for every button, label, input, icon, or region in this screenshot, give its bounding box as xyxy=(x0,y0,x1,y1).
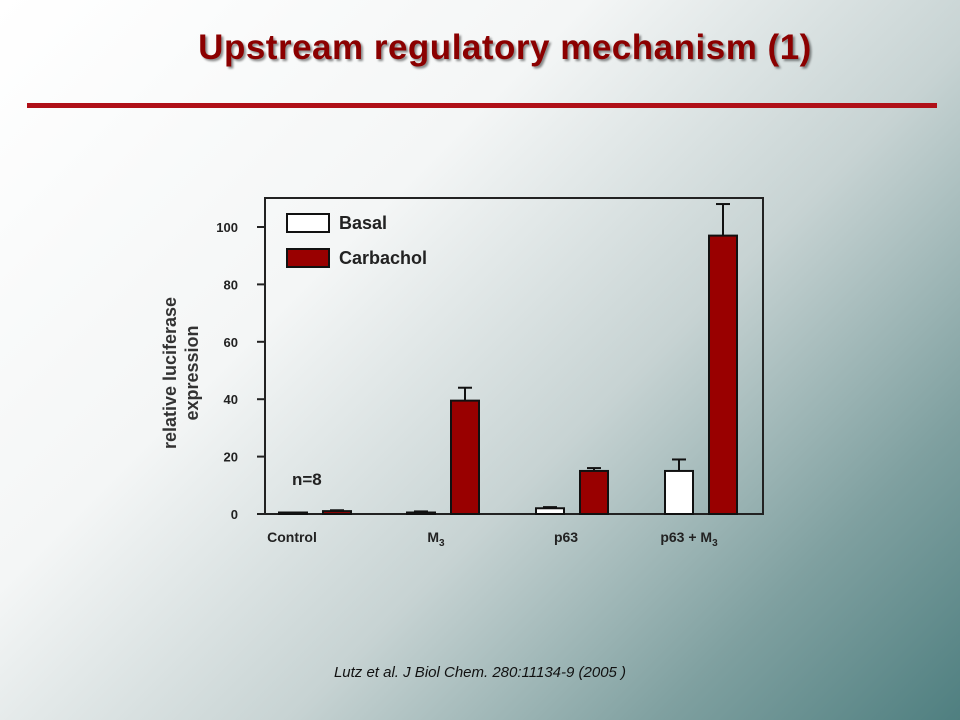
x-category-subscript: 3 xyxy=(712,538,718,549)
y-axis-label: relative luciferase expression xyxy=(160,297,202,449)
chart-bars xyxy=(278,203,738,516)
carbachol-bar xyxy=(450,399,480,516)
title-divider xyxy=(27,103,937,108)
x-category-label: M3 xyxy=(427,529,445,549)
carbachol-bar xyxy=(322,510,352,516)
y-tick-label: 80 xyxy=(224,277,238,292)
x-category-main: p63 xyxy=(554,529,578,545)
y-tick-label: 100 xyxy=(216,220,238,235)
sample-size-annotation: n=8 xyxy=(292,470,322,489)
basal-bar xyxy=(535,507,565,516)
legend-label-basal: Basal xyxy=(339,213,387,233)
x-category-subscript: 3 xyxy=(439,538,445,549)
plot-frame xyxy=(264,197,764,515)
x-category-label: p63 xyxy=(554,529,578,545)
y-tick-label: 40 xyxy=(224,392,238,407)
x-category-label: Control xyxy=(267,529,317,545)
basal-bar xyxy=(406,511,436,515)
y-tick-label: 20 xyxy=(224,450,238,465)
y-axis-label-line: expression xyxy=(182,325,202,420)
x-category-main: M xyxy=(427,529,439,545)
x-category-label: p63 + M3 xyxy=(660,529,718,549)
legend-swatch-carbachol xyxy=(286,248,330,268)
y-tick-label: 0 xyxy=(231,507,238,522)
carbachol-bar xyxy=(708,234,738,516)
x-category-main: p63 + M xyxy=(660,529,712,545)
chart-axes: 0 20 40 60 80 100 relative luciferase expressio… xyxy=(160,197,764,549)
legend-swatch-basal xyxy=(286,213,330,233)
y-tick-label: 60 xyxy=(224,335,238,350)
citation: Lutz et al. J Biol Chem. 280:11134-9 (20… xyxy=(333,664,627,681)
carbachol-bar xyxy=(579,469,609,516)
basal-bar xyxy=(664,469,694,516)
basal-bar xyxy=(278,511,308,515)
chart-legend: Basal Carbachol xyxy=(286,213,427,268)
y-axis-label-line: relative luciferase xyxy=(160,297,180,449)
page-title: Upstream regulatory mechanism (1) xyxy=(198,28,812,67)
x-category-main: Control xyxy=(267,529,317,545)
legend-label-carbachol: Carbachol xyxy=(339,248,427,268)
